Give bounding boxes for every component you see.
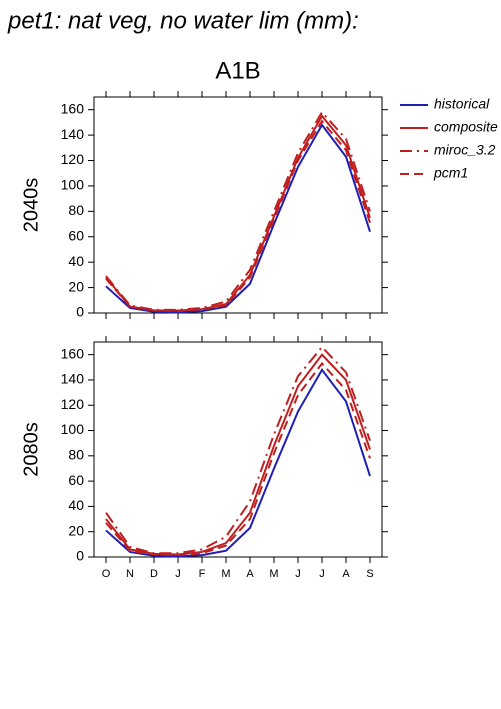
y-axis-label: 2040s — [20, 178, 42, 233]
y-tick-label: 60 — [68, 227, 84, 243]
x-tick-label: M — [269, 568, 278, 580]
legend-label: composite — [434, 119, 498, 135]
y-tick-label: 40 — [68, 253, 84, 269]
series-line — [105, 119, 371, 313]
plot-frame — [93, 341, 383, 558]
figure-title: pet1: nat veg, no water lim (mm): — [7, 7, 359, 34]
legend-label: pcm1 — [433, 165, 468, 181]
series-line — [105, 123, 371, 314]
x-tick-label: F — [199, 568, 206, 580]
y-tick-label: 0 — [76, 304, 84, 320]
series-line — [105, 110, 371, 311]
x-tick-label: A — [342, 568, 350, 580]
y-tick-label: 120 — [61, 396, 85, 412]
x-tick-label: J — [175, 568, 181, 580]
y-tick-label: 120 — [61, 151, 85, 167]
y-tick-label: 20 — [68, 522, 84, 538]
panel-title: A1B — [215, 57, 260, 84]
y-tick-label: 100 — [61, 177, 85, 193]
y-tick-label: 60 — [68, 472, 84, 488]
series-line — [105, 361, 371, 557]
y-tick-label: 160 — [61, 100, 85, 116]
x-tick-label: J — [319, 568, 325, 580]
x-tick-label: N — [126, 568, 134, 580]
x-tick-label: S — [366, 568, 373, 580]
y-tick-label: 140 — [61, 126, 85, 142]
y-tick-label: 140 — [61, 371, 85, 387]
y-tick-label: 40 — [68, 497, 84, 513]
x-tick-label: D — [150, 568, 158, 580]
series-line — [105, 114, 371, 312]
x-tick-label: A — [246, 568, 254, 580]
x-tick-label: J — [295, 568, 301, 580]
y-tick-label: 80 — [68, 447, 84, 463]
y-tick-label: 100 — [61, 421, 85, 437]
x-tick-label: O — [102, 568, 111, 580]
y-tick-label: 80 — [68, 202, 84, 218]
series-line — [105, 368, 371, 558]
plot-frame — [93, 96, 383, 314]
y-tick-label: 0 — [76, 548, 84, 564]
series-line — [105, 353, 371, 556]
series-line — [105, 345, 371, 555]
legend-label: historical — [434, 96, 490, 112]
x-tick-label: M — [221, 568, 230, 580]
y-tick-label: 160 — [61, 345, 85, 361]
y-tick-label: 20 — [68, 278, 84, 294]
y-axis-label: 2080s — [20, 422, 42, 477]
legend-label: miroc_3.2 — [434, 142, 496, 158]
